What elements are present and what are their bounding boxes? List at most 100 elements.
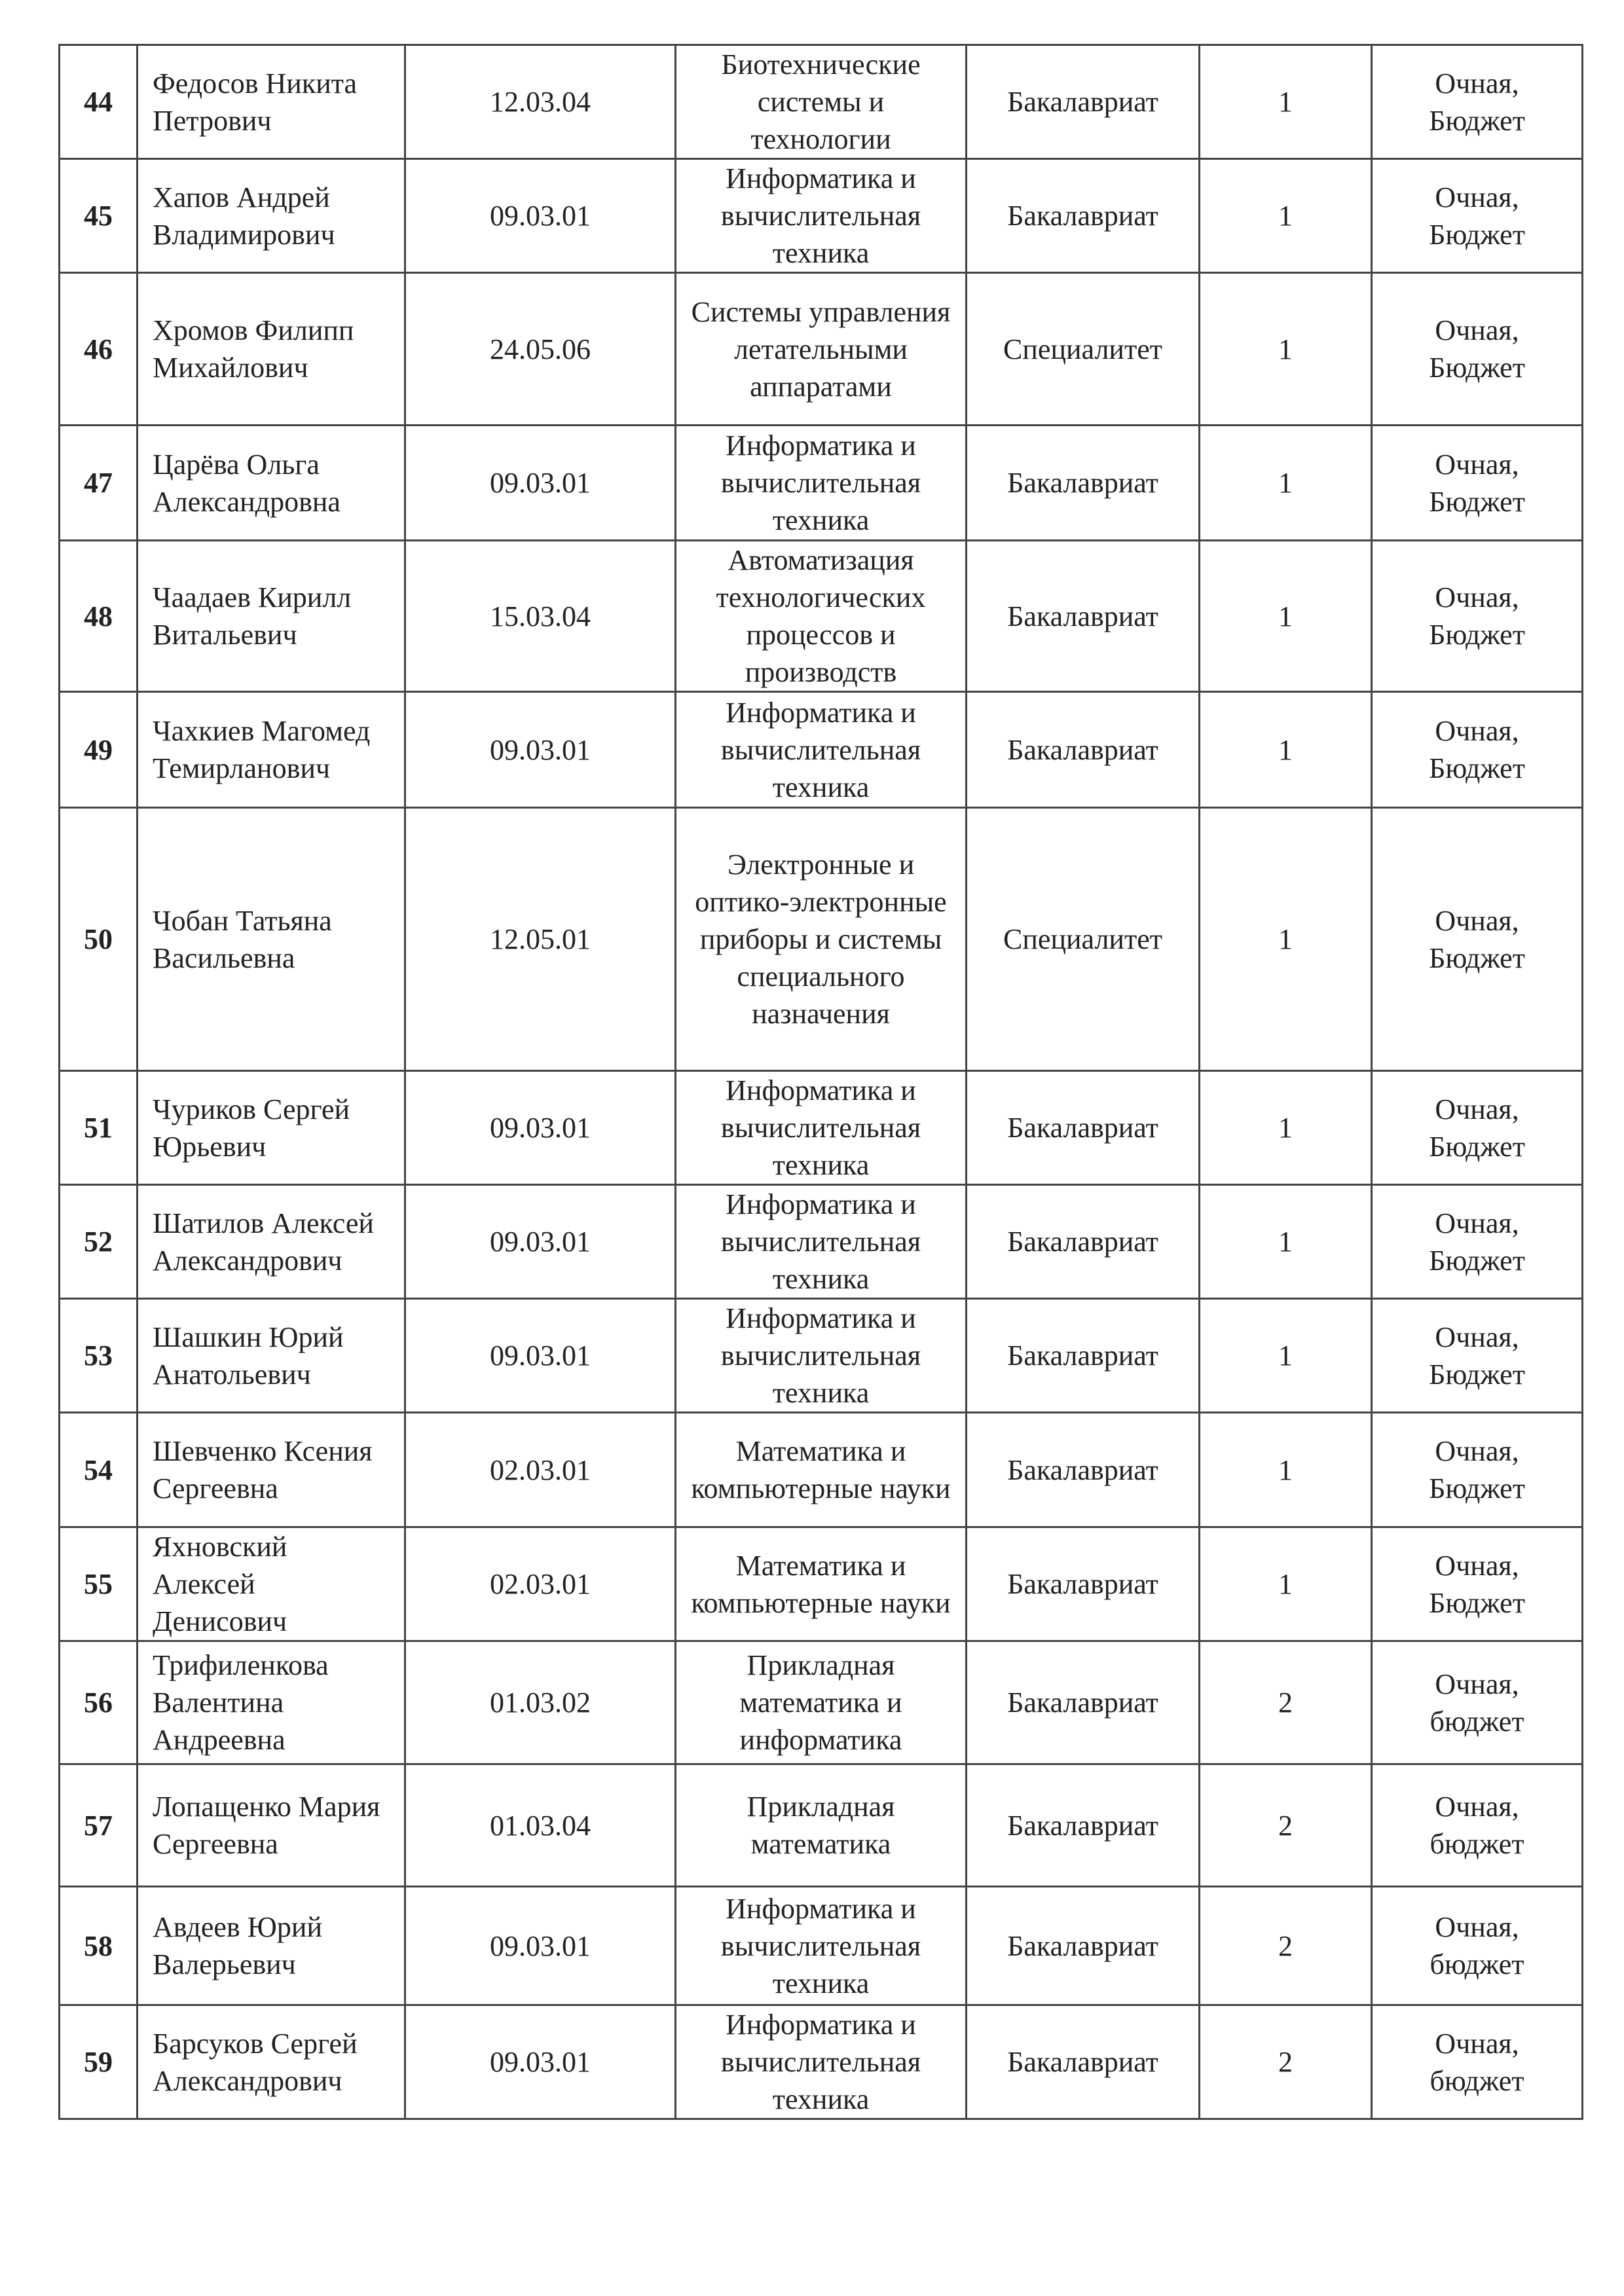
student-name-cell: Трифиленкова Валентина Андреевна	[136, 1640, 406, 1765]
program-name-cell: Системы управления летательными аппарата…	[674, 272, 967, 426]
program-name-cell: Информатика и вычислительная техника	[674, 1070, 967, 1186]
table-row: 58 Авдеев Юрий Валерьевич 09.03.01 Информат…	[58, 1886, 1583, 2006]
table-row: 55 Яхновский Алексей Денисович 02.03.01 Мат…	[58, 1526, 1583, 1642]
course-cell: 1	[1198, 44, 1373, 160]
course-cell: 1	[1198, 424, 1373, 541]
education-level-cell: Бакалавриат	[965, 1640, 1200, 1765]
program-code-cell: 12.05.01	[404, 807, 676, 1072]
student-name-cell: Чобан Татьяна Васильевна	[136, 807, 406, 1072]
study-form-cell: Очная, Бюджет	[1371, 44, 1583, 160]
education-level-cell: Бакалавриат	[965, 1070, 1200, 1186]
course-cell: 1	[1198, 539, 1373, 693]
study-form-cell: Очная, бюджет	[1371, 1886, 1583, 2006]
course-cell: 1	[1198, 1070, 1373, 1186]
course-cell: 1	[1198, 1298, 1373, 1413]
course-cell: 1	[1198, 1184, 1373, 1300]
education-level-cell: Бакалавриат	[965, 1184, 1200, 1300]
program-name-cell: Математика и компьютерные науки	[674, 1526, 967, 1642]
table-row: 46 Хромов Филипп Михайлович 24.05.06 Систем…	[58, 272, 1583, 426]
table-row: 45 Хапов Андрей Владимирович 09.03.01 Инфор…	[58, 158, 1583, 274]
education-level-cell: Бакалавриат	[965, 424, 1200, 541]
study-form-cell: Очная, Бюджет	[1371, 272, 1583, 426]
student-name-cell: Лопащенко Мария Сергеевна	[136, 1763, 406, 1887]
program-name-cell: Прикладная математика	[674, 1763, 967, 1887]
course-cell: 1	[1198, 1412, 1373, 1528]
table-row: 44 Федосов Никита Петрович 12.03.04 Биотехн…	[58, 44, 1583, 160]
row-number-cell: 54	[58, 1412, 138, 1528]
student-name-cell: Хромов Филипп Михайлович	[136, 272, 406, 426]
study-form-cell: Очная, Бюджет	[1371, 1412, 1583, 1528]
student-name-cell: Шашкин Юрий Анатольевич	[136, 1298, 406, 1413]
table-row: 49 Чахкиев Магомед Темирланович 09.03.01 Ин…	[58, 691, 1583, 809]
table-row: 57 Лопащенко Мария Сергеевна 01.03.04 Прикл…	[58, 1763, 1583, 1887]
course-cell: 2	[1198, 1763, 1373, 1887]
row-number-cell: 55	[58, 1526, 138, 1642]
course-cell: 1	[1198, 691, 1373, 809]
row-number-cell: 57	[58, 1763, 138, 1887]
student-name-cell: Чуриков Сергей Юрьевич	[136, 1070, 406, 1186]
study-form-cell: Очная, Бюджет	[1371, 1298, 1583, 1413]
study-form-cell: Очная, Бюджет	[1371, 1184, 1583, 1300]
row-number-cell: 59	[58, 2004, 138, 2120]
table-row: 53 Шашкин Юрий Анатольевич 09.03.01 Информа…	[58, 1298, 1583, 1413]
program-code-cell: 09.03.01	[404, 1070, 676, 1186]
student-name-cell: Чахкиев Магомед Темирланович	[136, 691, 406, 809]
education-level-cell: Бакалавриат	[965, 1886, 1200, 2006]
study-form-cell: Очная, Бюджет	[1371, 1070, 1583, 1186]
student-name-cell: Хапов Андрей Владимирович	[136, 158, 406, 274]
program-name-cell: Информатика и вычислительная техника	[674, 1184, 967, 1300]
program-code-cell: 09.03.01	[404, 424, 676, 541]
program-code-cell: 24.05.06	[404, 272, 676, 426]
education-level-cell: Специалитет	[965, 807, 1200, 1072]
program-name-cell: Биотехнические системы и технологии	[674, 44, 967, 160]
study-form-cell: Очная, Бюджет	[1371, 1526, 1583, 1642]
education-level-cell: Бакалавриат	[965, 1763, 1200, 1887]
program-code-cell: 09.03.01	[404, 1886, 676, 2006]
program-name-cell: Электронные и оптико-электронные приборы…	[674, 807, 967, 1072]
student-name-cell: Яхновский Алексей Денисович	[136, 1526, 406, 1642]
program-code-cell: 01.03.02	[404, 1640, 676, 1765]
study-form-cell: Очная, бюджет	[1371, 1763, 1583, 1887]
study-form-cell: Очная, бюджет	[1371, 2004, 1583, 2120]
program-name-cell: Математика и компьютерные науки	[674, 1412, 967, 1528]
row-number-cell: 44	[58, 44, 138, 160]
row-number-cell: 56	[58, 1640, 138, 1765]
table-row: 51 Чуриков Сергей Юрьевич 09.03.01 Информат…	[58, 1070, 1583, 1186]
row-number-cell: 52	[58, 1184, 138, 1300]
table-row: 47 Царёва Ольга Александровна 09.03.01 Инфо…	[58, 424, 1583, 541]
student-name-cell: Шатилов Алексей Александрович	[136, 1184, 406, 1300]
table-row: 52 Шатилов Алексей Александрович 09.03.01 И…	[58, 1184, 1583, 1300]
education-level-cell: Бакалавриат	[965, 1412, 1200, 1528]
program-code-cell: 12.03.04	[404, 44, 676, 160]
education-level-cell: Бакалавриат	[965, 1526, 1200, 1642]
row-number-cell: 48	[58, 539, 138, 693]
row-number-cell: 51	[58, 1070, 138, 1186]
study-form-cell: Очная, Бюджет	[1371, 424, 1583, 541]
education-level-cell: Бакалавриат	[965, 539, 1200, 693]
study-form-cell: Очная, Бюджет	[1371, 807, 1583, 1072]
study-form-cell: Очная, Бюджет	[1371, 691, 1583, 809]
course-cell: 1	[1198, 158, 1373, 274]
student-name-cell: Федосов Никита Петрович	[136, 44, 406, 160]
student-name-cell: Авдеев Юрий Валерьевич	[136, 1886, 406, 2006]
student-name-cell: Царёва Ольга Александровна	[136, 424, 406, 541]
program-code-cell: 09.03.01	[404, 691, 676, 809]
education-level-cell: Специалитет	[965, 272, 1200, 426]
course-cell: 1	[1198, 1526, 1373, 1642]
table-row: 54 Шевченко Ксения Сергеевна 02.03.01 Матем…	[58, 1412, 1583, 1528]
program-code-cell: 09.03.01	[404, 158, 676, 274]
program-code-cell: 02.03.01	[404, 1412, 676, 1528]
program-name-cell: Прикладная математика и информатика	[674, 1640, 967, 1765]
program-name-cell: Автоматизация технологических процессов …	[674, 539, 967, 693]
student-name-cell: Шевченко Ксения Сергеевна	[136, 1412, 406, 1528]
course-cell: 1	[1198, 272, 1373, 426]
education-level-cell: Бакалавриат	[965, 158, 1200, 274]
row-number-cell: 46	[58, 272, 138, 426]
students-table: 44 Федосов Никита Петрович 12.03.04 Биотехн…	[58, 44, 1583, 2120]
program-code-cell: 09.03.01	[404, 1184, 676, 1300]
row-number-cell: 58	[58, 1886, 138, 2006]
education-level-cell: Бакалавриат	[965, 2004, 1200, 2120]
program-code-cell: 09.03.01	[404, 2004, 676, 2120]
program-name-cell: Информатика и вычислительная техника	[674, 1298, 967, 1413]
course-cell: 2	[1198, 1886, 1373, 2006]
